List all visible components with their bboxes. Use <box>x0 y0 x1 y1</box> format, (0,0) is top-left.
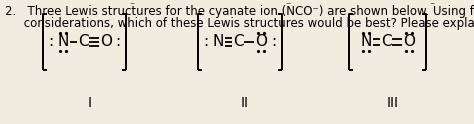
Text: :: : <box>116 34 120 49</box>
Text: N: N <box>57 34 69 49</box>
Text: ⁻: ⁻ <box>129 1 134 11</box>
Text: ⁻: ⁻ <box>285 1 290 11</box>
Text: II: II <box>241 96 249 110</box>
Text: considerations, which of these Lewis structures would be best? Please explain yo: considerations, which of these Lewis str… <box>5 17 474 30</box>
Text: 2.   Three Lewis structures for the cyanate ion (NCO⁻) are shown below. Using fo: 2. Three Lewis structures for the cyanat… <box>5 5 474 18</box>
Text: O: O <box>100 34 112 49</box>
Text: C: C <box>381 34 392 49</box>
Text: O: O <box>403 34 415 49</box>
Text: O: O <box>255 34 267 49</box>
Text: I: I <box>88 96 92 110</box>
Text: C: C <box>78 34 88 49</box>
Text: N: N <box>360 34 372 49</box>
Text: :: : <box>48 34 54 49</box>
Text: :: : <box>203 34 209 49</box>
Text: III: III <box>387 96 399 110</box>
Text: C: C <box>233 34 243 49</box>
Text: :: : <box>272 34 276 49</box>
Text: N: N <box>212 34 224 49</box>
Text: ⁻: ⁻ <box>429 1 434 11</box>
